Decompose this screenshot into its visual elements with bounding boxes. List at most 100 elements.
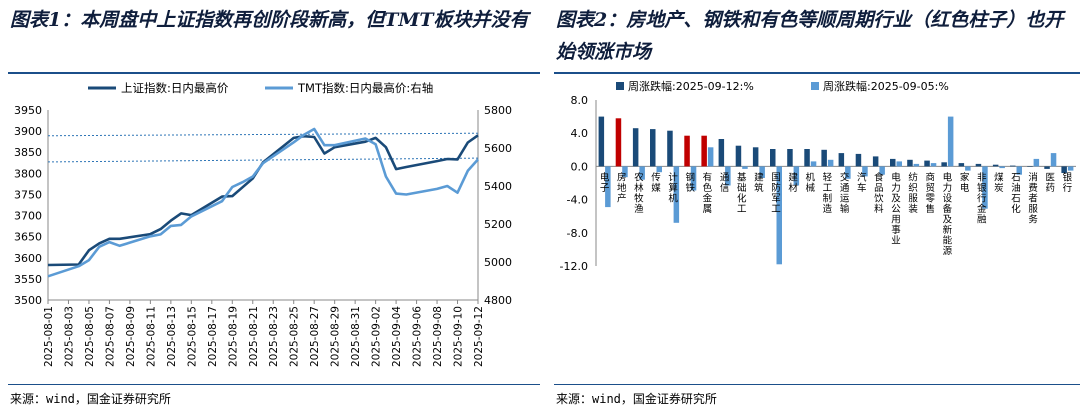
bar-week-0912 — [684, 135, 690, 167]
bar-week-0912 — [907, 159, 913, 167]
x-tick-label: 2025-08-11 — [145, 306, 157, 367]
bar-week-0905 — [656, 166, 662, 173]
x-tick-label: 2025-09-12 — [473, 306, 485, 367]
x-tick-label: 2025-08-09 — [125, 306, 137, 367]
left-bottom-rule — [8, 384, 540, 385]
right-source-note: 来源：wind，国金证券研究所 — [556, 392, 717, 406]
category-label: 消费者服务 — [1028, 171, 1038, 225]
y-tick-label: 0.0 — [571, 160, 589, 173]
x-tick-label: 2025-09-04 — [391, 306, 403, 367]
bar-week-0905 — [862, 166, 868, 177]
category-label: 基础化工 — [737, 171, 747, 215]
x-tick-label: 2025-08-05 — [84, 306, 96, 367]
x-tick-label: 2025-08-01 — [43, 306, 55, 367]
right-y-tick-label: 5000 — [484, 256, 512, 269]
bar-week-0912 — [941, 162, 947, 167]
bar-week-0912 — [615, 118, 622, 167]
x-tick-label: 2025-08-07 — [104, 306, 116, 367]
category-label: 计算机 — [668, 171, 678, 204]
bar-week-0905 — [1050, 153, 1057, 167]
left-y-tick-label: 3850 — [14, 146, 42, 159]
bar-week-0905 — [810, 161, 817, 167]
bar-week-0905 — [639, 166, 645, 180]
bar-week-0912 — [838, 153, 845, 167]
left-y-tick-label: 3550 — [14, 273, 42, 286]
category-label: 电力及公用事业 — [891, 171, 901, 246]
category-label: 石油石化 — [1011, 172, 1021, 215]
left-y-tick-label: 3700 — [14, 210, 42, 223]
left-y-tick-label: 3650 — [14, 231, 42, 244]
right-top-rule — [554, 72, 1080, 74]
bar-week-0905 — [1033, 158, 1040, 167]
right-y-tick-label: 5600 — [484, 142, 512, 155]
x-tick-label: 2025-08-03 — [63, 306, 75, 367]
bar-week-0912 — [975, 163, 982, 167]
bar-week-0912 — [598, 116, 605, 167]
category-label: 轻工制造 — [823, 171, 833, 215]
bar-week-0912 — [632, 128, 639, 167]
bar-week-0912 — [1044, 166, 1050, 169]
x-tick-label: 2025-08-13 — [166, 306, 178, 367]
trend-reference-line — [47, 132, 479, 137]
bar-week-0912 — [752, 147, 759, 167]
x-tick-label: 2025-08-21 — [248, 306, 260, 367]
bar-week-0912 — [1010, 165, 1016, 167]
category-label: 通信 — [720, 172, 730, 194]
x-tick-label: 2025-09-06 — [412, 306, 424, 367]
category-label: 钢铁 — [686, 171, 696, 194]
bar-week-0905 — [845, 166, 851, 179]
bar-week-0905 — [965, 166, 971, 171]
bar-week-0912 — [650, 129, 656, 167]
bar-week-0912 — [735, 145, 742, 167]
right-y-tick-label: 5800 — [484, 104, 512, 117]
bar-week-0905 — [673, 166, 680, 223]
bar-week-0912 — [787, 149, 793, 167]
category-label: 汽车 — [857, 171, 867, 194]
bar-week-0905 — [742, 166, 748, 169]
bar-week-0912 — [821, 149, 827, 167]
bar-week-0905 — [913, 163, 920, 167]
tmt-index-line — [47, 127, 479, 278]
right-y-tick-label: 5400 — [484, 180, 512, 193]
bar-week-0905 — [827, 159, 834, 167]
category-label: 建筑 — [754, 171, 764, 194]
bar-chart: -12.0 -8.0 -4.0 0.0 4.0 8.0 电子房地产农林牧渔传媒计算机钢铁有色… — [560, 79, 1076, 273]
category-label: 交通运输 — [840, 171, 850, 215]
legend-swatch — [616, 82, 624, 90]
x-tick-label: 2025-08-15 — [186, 306, 198, 367]
category-label: 商贸零售 — [926, 171, 936, 215]
category-label: 银行 — [1063, 171, 1073, 194]
bar-week-0912 — [770, 149, 776, 167]
bar-week-0905 — [690, 166, 697, 191]
right-chart-panel: 图表2：房地产、钢铁和有色等顺周期行业（红色柱子）也开始领涨市场 -12.0 -8… — [546, 0, 1080, 414]
bar-week-0905 — [605, 166, 611, 208]
x-tick-label: 2025-09-10 — [453, 306, 465, 367]
bar-week-0912 — [667, 130, 673, 167]
bar-week-0912 — [1027, 166, 1033, 167]
category-label: 国防军工 — [771, 172, 781, 215]
x-tick-label: 2025-08-31 — [350, 306, 362, 367]
bar-week-0912 — [804, 149, 810, 167]
bar-week-0905 — [707, 147, 714, 167]
bar-week-0905 — [725, 166, 731, 186]
category-label: 房地产 — [617, 171, 627, 204]
left-y-tick-label: 3800 — [14, 167, 42, 180]
left-y-tick-label: 3500 — [14, 294, 42, 307]
line-chart: 3500 3550 3600 3650 3700 3750 3800 3850 3900 3950… — [14, 81, 512, 367]
category-label: 建材 — [788, 171, 798, 194]
bar-week-0912 — [701, 135, 707, 167]
bar-week-0912 — [958, 163, 965, 167]
x-tick-label: 2025-08-27 — [309, 306, 321, 367]
bar-week-0912 — [718, 139, 725, 167]
bar-week-0912 — [992, 164, 999, 167]
right-chart-title: 图表2：房地产、钢铁和有色等顺周期行业（红色柱子）也开始领涨市场 — [556, 9, 1064, 63]
y-tick-label: 8.0 — [571, 94, 589, 107]
y-tick-label: -4.0 — [567, 194, 588, 207]
legend-label: 周涨跌幅:2025-09-05:% — [823, 79, 949, 93]
bar-week-0905 — [879, 166, 885, 175]
left-y-tick-label: 3750 — [14, 188, 42, 201]
x-tick-label: 2025-09-02 — [371, 306, 383, 367]
x-tick-label: 2025-08-19 — [227, 306, 239, 367]
legend-label: 周涨跌幅:2025-09-12:% — [628, 79, 754, 93]
category-label: 电子 — [600, 171, 610, 194]
